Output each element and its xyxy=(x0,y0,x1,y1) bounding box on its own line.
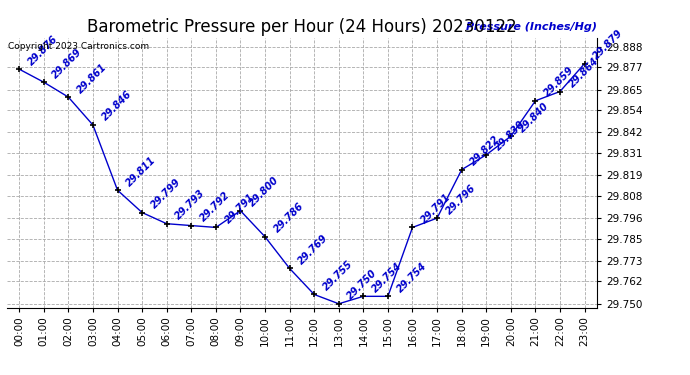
Text: 29.799: 29.799 xyxy=(149,177,183,210)
Text: 29.791: 29.791 xyxy=(420,192,453,225)
Text: 29.793: 29.793 xyxy=(174,188,207,222)
Text: 29.811: 29.811 xyxy=(124,154,158,188)
Title: Barometric Pressure per Hour (24 Hours) 20230122: Barometric Pressure per Hour (24 Hours) … xyxy=(87,18,517,36)
Text: 29.876: 29.876 xyxy=(26,33,60,67)
Text: 29.786: 29.786 xyxy=(272,201,306,235)
Text: 29.846: 29.846 xyxy=(100,89,133,123)
Text: 29.800: 29.800 xyxy=(248,175,281,208)
Text: 29.840: 29.840 xyxy=(518,100,551,134)
Text: 29.791: 29.791 xyxy=(223,192,257,225)
Text: 29.750: 29.750 xyxy=(346,268,380,302)
Text: 29.879: 29.879 xyxy=(591,28,625,62)
Text: 29.754: 29.754 xyxy=(371,261,404,294)
Text: Pressure (Inches/Hg): Pressure (Inches/Hg) xyxy=(466,22,597,32)
Text: 29.796: 29.796 xyxy=(444,182,477,216)
Text: 29.792: 29.792 xyxy=(198,190,232,224)
Text: 29.864: 29.864 xyxy=(567,56,600,89)
Text: 29.755: 29.755 xyxy=(321,259,355,292)
Text: 29.822: 29.822 xyxy=(469,134,502,168)
Text: 29.830: 29.830 xyxy=(493,119,526,153)
Text: Copyright 2023 Cartronics.com: Copyright 2023 Cartronics.com xyxy=(8,42,149,51)
Text: 29.769: 29.769 xyxy=(297,232,330,266)
Text: 29.861: 29.861 xyxy=(75,62,109,95)
Text: 29.869: 29.869 xyxy=(51,46,84,80)
Text: 29.754: 29.754 xyxy=(395,261,428,294)
Text: 29.859: 29.859 xyxy=(542,65,576,99)
